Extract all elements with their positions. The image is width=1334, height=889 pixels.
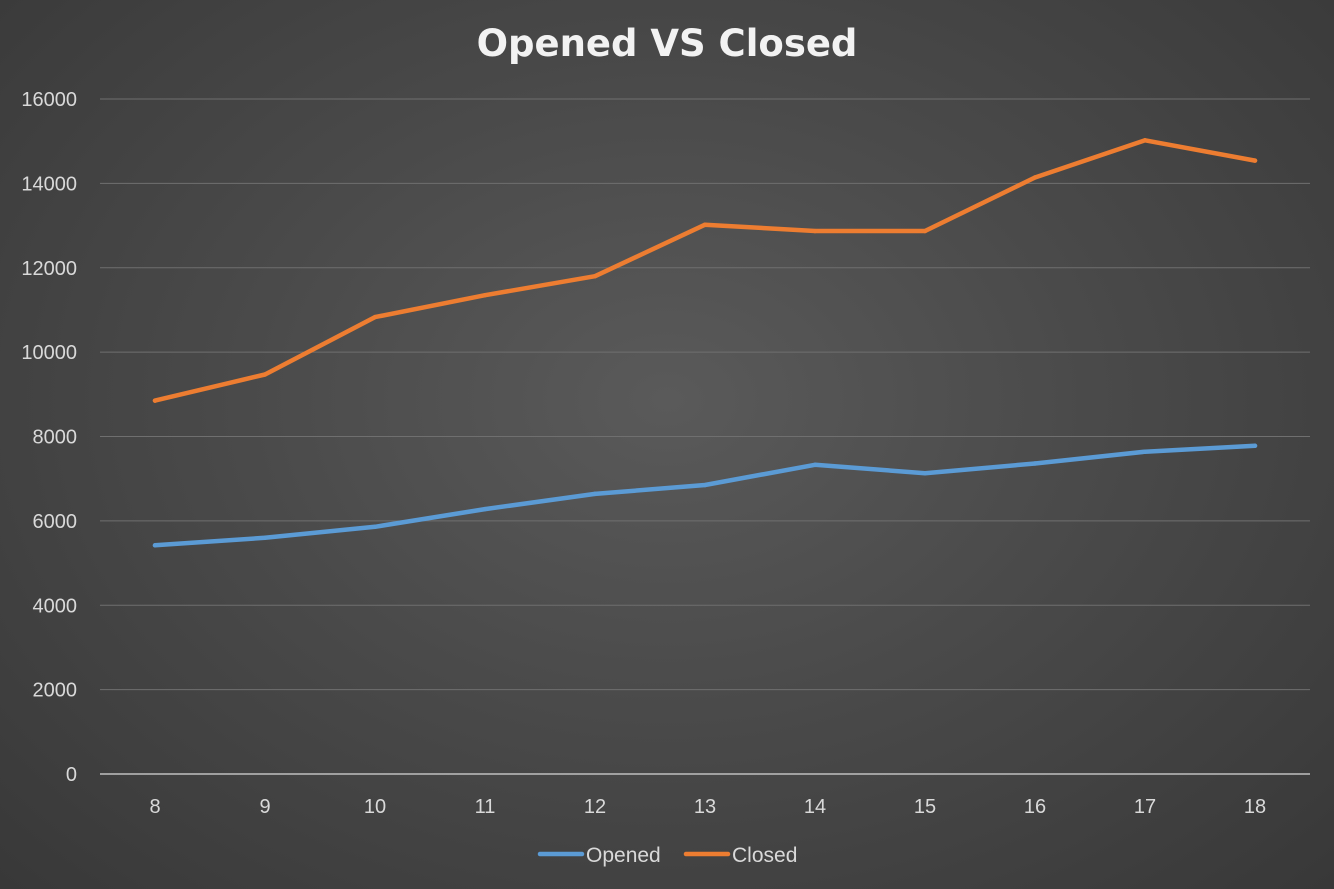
x-tick-label: 13 (694, 796, 716, 818)
x-tick-label: 8 (149, 796, 160, 818)
data-point-closed-13 (702, 222, 708, 227)
gridlines (100, 98, 1310, 775)
data-point-closed-14 (812, 228, 818, 234)
data-point-opened-14 (812, 462, 818, 467)
x-tick-label: 17 (1134, 796, 1156, 818)
series-line-opened (152, 443, 1258, 548)
data-point-closed-15 (922, 228, 928, 234)
y-tick-label: 6000 (33, 511, 78, 533)
x-tick-label: 14 (804, 796, 826, 818)
legend-item-opened[interactable]: Opened (537, 844, 661, 867)
data-point-opened-9 (262, 535, 268, 540)
data-point-opened-18 (1252, 443, 1258, 448)
x-tick-label: 12 (584, 796, 606, 818)
data-point-opened-12 (592, 491, 598, 497)
data-point-opened-10 (372, 524, 378, 529)
data-point-closed-12 (592, 273, 598, 279)
x-tick-label: 9 (259, 796, 270, 818)
y-tick-label: 2000 (33, 680, 78, 702)
data-point-opened-8 (152, 543, 158, 548)
x-tick-label: 18 (1244, 796, 1266, 818)
legend-item-closed[interactable]: Closed (683, 844, 797, 867)
x-tick-label: 11 (475, 796, 496, 818)
x-tick-label: 16 (1024, 796, 1046, 818)
data-point-closed-10 (372, 314, 378, 320)
data-point-opened-15 (922, 471, 928, 476)
legend: Opened Closed (537, 844, 797, 867)
y-tick-label: 10000 (21, 342, 77, 364)
data-point-opened-16 (1032, 461, 1038, 466)
y-tick-label: 8000 (33, 427, 78, 449)
y-tick-label: 14000 (21, 173, 77, 195)
series-line-closed (152, 138, 1258, 403)
data-point-closed-8 (152, 398, 158, 403)
data-point-opened-17 (1142, 449, 1148, 454)
y-tick-label: 16000 (21, 89, 77, 111)
y-tick-label: 12000 (21, 258, 77, 280)
chart-title: Opened VS Closed (477, 22, 858, 65)
y-tick-label: 0 (66, 764, 77, 786)
y-tick-label: 4000 (33, 595, 78, 617)
data-point-closed-9 (262, 372, 268, 377)
y-axis-ticks: 0 2000 4000 6000 8000 10000 12000 14000 16000 (21, 89, 77, 786)
data-point-closed-17 (1142, 138, 1148, 143)
data-point-closed-18 (1252, 158, 1258, 163)
data-point-closed-11 (482, 292, 488, 298)
legend-label: Closed (732, 844, 797, 867)
x-tick-label: 10 (364, 796, 386, 818)
data-point-closed-16 (1032, 175, 1038, 180)
data-point-opened-11 (482, 506, 488, 512)
x-tick-label: 15 (914, 796, 936, 818)
data-point-opened-13 (702, 482, 708, 488)
legend-label: Opened (586, 844, 661, 867)
x-axis-ticks: 8 9 10 11 12 13 14 15 16 17 18 (149, 796, 1266, 818)
series-lines (152, 138, 1258, 548)
